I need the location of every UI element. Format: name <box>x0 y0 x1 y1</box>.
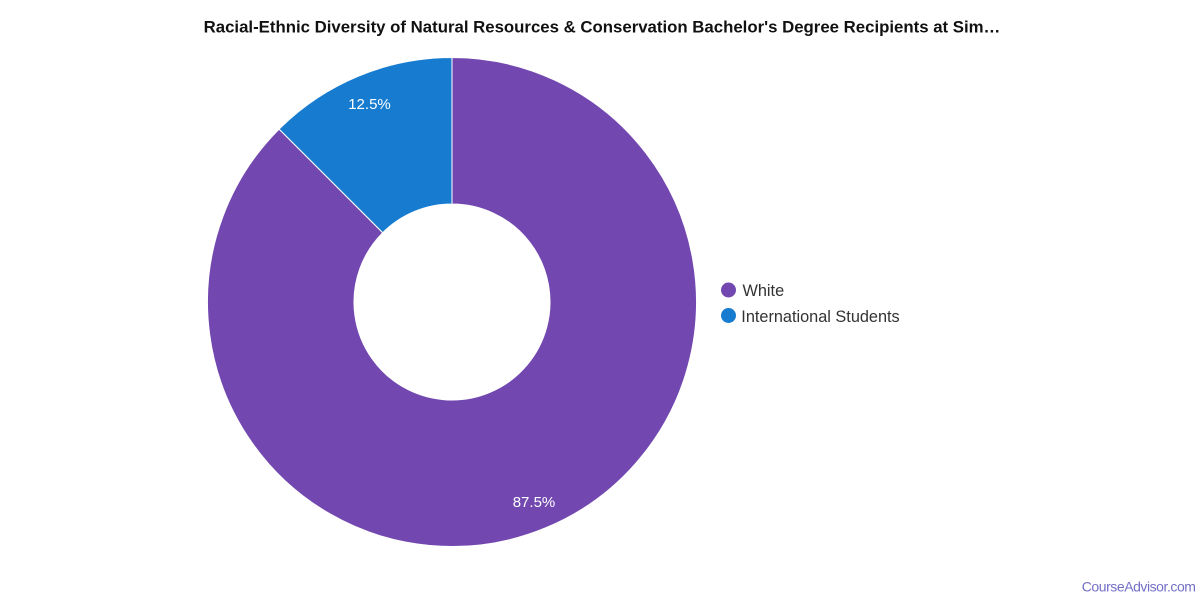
svg-text:12.5%: 12.5% <box>348 96 391 113</box>
svg-text:International Students: International Students <box>741 308 899 326</box>
svg-text:Racial-Ethnic Diversity of Nat: Racial-Ethnic Diversity of Natural Resou… <box>204 18 1001 37</box>
svg-text:CourseAdvisor.com: CourseAdvisor.com <box>1082 578 1196 594</box>
svg-text:White: White <box>743 282 785 300</box>
svg-text:87.5%: 87.5% <box>513 494 556 511</box>
